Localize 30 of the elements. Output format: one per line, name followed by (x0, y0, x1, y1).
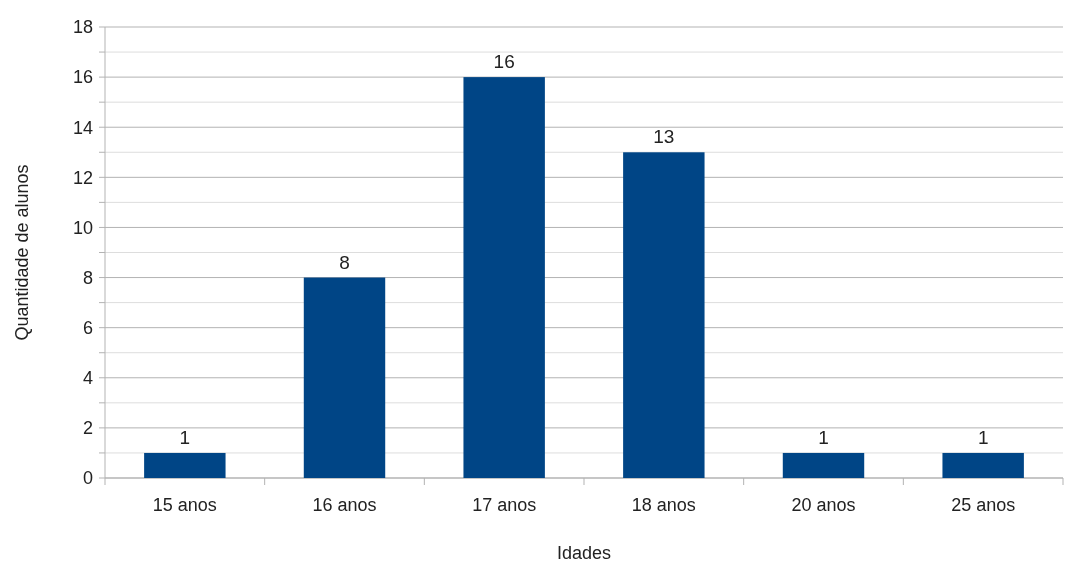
bar (144, 452, 226, 478)
y-tick-label: 18 (72, 17, 93, 38)
data-label: 16 (493, 51, 515, 73)
x-tick-label: 17 anos (472, 495, 537, 515)
bar (303, 277, 386, 478)
y-tick-label: 2 (82, 418, 93, 439)
y-tick-label: 12 (72, 167, 93, 188)
data-label: 13 (653, 126, 675, 148)
x-tick-label: 16 anos (312, 495, 377, 515)
data-label: 1 (179, 426, 191, 448)
x-axis-title: Idades (556, 543, 612, 563)
bar (782, 452, 865, 478)
bar (942, 452, 1024, 478)
data-label: 1 (977, 426, 989, 448)
data-label: 1 (818, 426, 829, 448)
bar (463, 77, 545, 478)
y-tick-label: 8 (82, 267, 93, 288)
x-tick-label: 18 anos (631, 495, 696, 515)
y-axis-title: Quantidade de alunos (12, 164, 32, 341)
x-tick-label: 25 anos (951, 495, 1016, 515)
x-tick-label: 15 anos (152, 495, 217, 515)
y-tick-label: 10 (72, 217, 93, 238)
y-tick-label: 6 (82, 317, 93, 338)
y-tick-label: 16 (72, 67, 93, 88)
x-tick-label: 20 anos (791, 495, 856, 515)
y-tick-label: 14 (72, 117, 93, 138)
y-tick-label: 0 (82, 468, 93, 489)
data-label: 8 (339, 251, 350, 273)
bar (623, 152, 705, 478)
y-tick-label: 4 (82, 368, 93, 389)
